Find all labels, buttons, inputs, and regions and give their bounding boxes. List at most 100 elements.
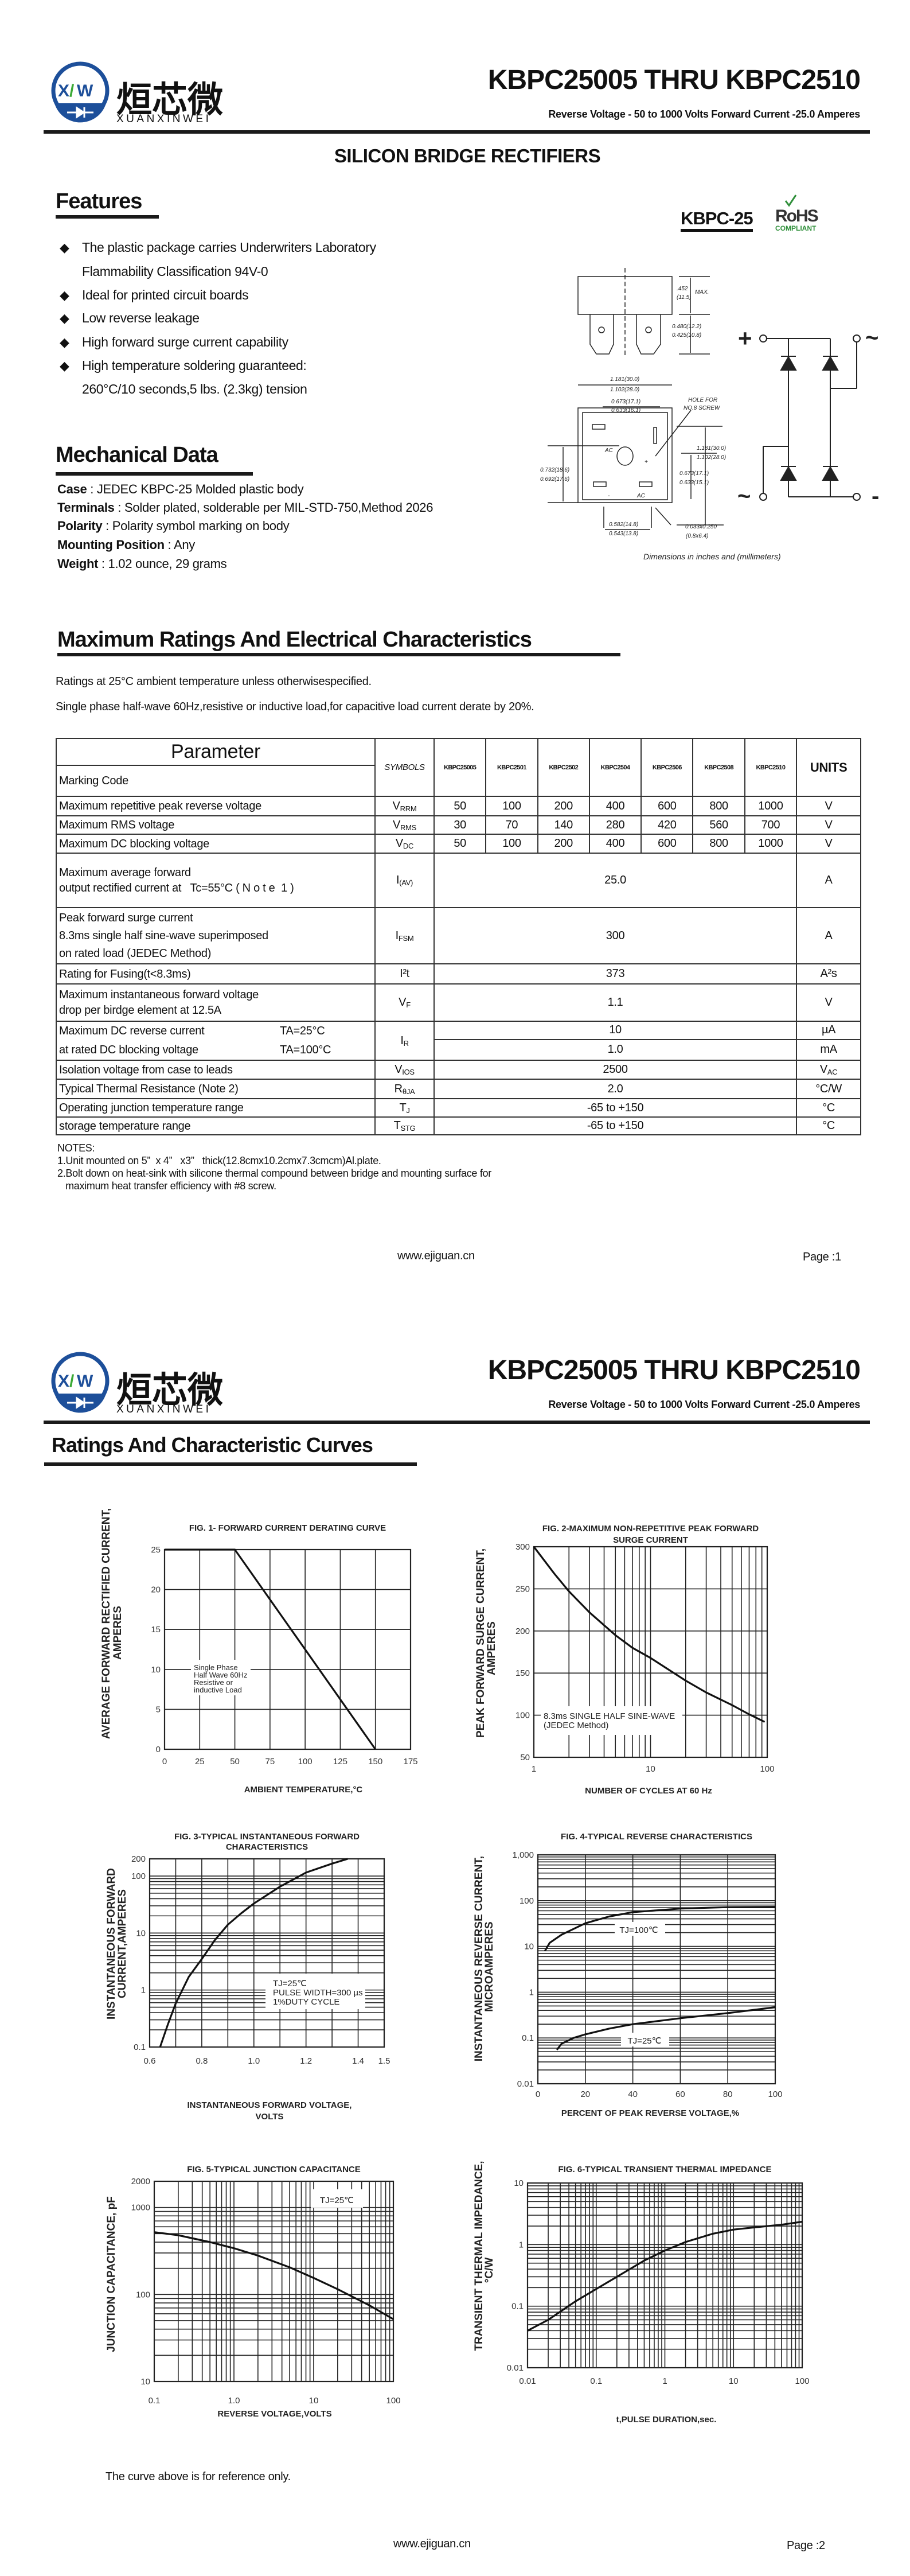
svg-text:COMPLIANT: COMPLIANT — [775, 224, 817, 232]
series-line-1 — [527, 2220, 803, 2332]
diamond-bullet-icon: ◆ — [60, 240, 69, 255]
x-axis-title: AMBIENT TEMPERATURE,°C — [244, 1785, 363, 1795]
page-number: Page :1 — [803, 1251, 841, 1263]
symbol-cell: TSTG — [374, 1116, 435, 1135]
symbol-subscript: STG — [400, 1124, 416, 1133]
value-cell: 800 — [692, 834, 745, 854]
dimension-label: NO.8 SCREW — [684, 405, 721, 411]
symbol-main: V — [395, 1063, 403, 1076]
y-axis-title: °C/W — [483, 2258, 495, 2283]
chart-fig-5: TJ=25℃ 0.1 1.0 10 100 10 100 1000 2000 FIG. 5-TYP… — [106, 2165, 401, 2419]
svg-text:RoHS: RoHS — [775, 207, 818, 225]
unit-cell: °C — [796, 1116, 862, 1135]
chart-annotation: Half Wave 60Hz — [194, 1671, 247, 1679]
value-cell: 400 — [588, 834, 642, 854]
table-row: storage temperature range TSTG -65 to +150… — [56, 1116, 862, 1135]
footer-url[interactable]: www.ejiguan.cn — [393, 2538, 471, 2550]
unit-cell: A²s — [796, 963, 862, 985]
annotation-background — [311, 2189, 363, 2208]
chart-title: CHARACTERISTICS — [226, 1842, 308, 1852]
chart-annotation: TJ=25℃ — [320, 2196, 354, 2205]
x-tick-label: 0.01 — [519, 2376, 536, 2386]
y-tick-label: 200 — [515, 1626, 530, 1636]
y-tick-label: 2000 — [131, 2177, 150, 2186]
unit-cell: µA — [796, 1021, 862, 1040]
value-cell: 100 — [485, 796, 538, 816]
value-cell: 1000 — [744, 834, 798, 854]
symbol-main: °C — [822, 1119, 835, 1132]
symbol-subscript: J — [406, 1106, 410, 1115]
mechanical-label: Mounting Position — [57, 538, 165, 552]
package-label: KBPC-25 — [681, 208, 753, 232]
symbol-cell: RθJA — [374, 1079, 435, 1099]
symbol-subscript: RMS — [400, 823, 417, 832]
parameter-text: Maximum DC blocking voltage — [59, 837, 209, 850]
ratings-table: Parameter SYMBOLS KBPC25005 KBPC2501 KBPC250… — [56, 738, 862, 1135]
x-tick-label: 0 — [536, 2089, 540, 2099]
x-tick-label: 125 — [333, 1757, 347, 1766]
table-row: Rating for Fusing(t<8.3ms) I²t 373 A²s — [56, 963, 862, 985]
chart-fig-6: 0.01 0.1 1 10 100 0.01 0.1 1 10 FIG. 6-TYPICAL TR… — [473, 2161, 810, 2425]
dimension-label: MAX. — [695, 289, 709, 295]
value-cell: 1.0 — [433, 1038, 798, 1061]
unit-cell: V — [796, 834, 862, 854]
y-tick-label: 100 — [520, 1896, 534, 1906]
annotation-background — [191, 1660, 251, 1695]
mechanical-heading: Mechanical Data — [56, 443, 218, 467]
x-tick-label: 50 — [230, 1757, 240, 1766]
chart-annotation: inductive Load — [194, 1686, 242, 1694]
parameter-cell: Maximum repetitive peak reverse voltage — [56, 796, 376, 816]
dimension-label: 0.732(18.6) — [540, 467, 569, 473]
parameter-text: Isolation voltage from case to leads — [59, 1063, 233, 1076]
footer-url[interactable]: www.ejiguan.cn — [397, 1250, 475, 1262]
chart-annotation: 8.3ms SINGLE HALF SINE-WAVE — [544, 1711, 675, 1721]
x-tick-label: 0 — [162, 1757, 167, 1766]
feature-text: High forward surge current capability — [82, 334, 288, 349]
y-tick-label: 0.1 — [134, 2042, 146, 2052]
dimension-label: 0.543(13.8) — [609, 531, 638, 537]
symbol-main: A — [825, 874, 833, 886]
y-tick-label: 0.1 — [522, 2033, 534, 2043]
symbol-subscript: (AV) — [399, 878, 413, 887]
x-tick-label: 80 — [723, 2089, 733, 2099]
table-row: 1.0 mA — [56, 1038, 862, 1061]
x-tick-label: 0.8 — [196, 2056, 208, 2066]
model-header: KBPC2502 — [537, 738, 590, 797]
y-tick-label: 100 — [136, 2290, 150, 2299]
value-cell: 700 — [744, 815, 798, 835]
chart-title: FIG. 1- FORWARD CURRENT DERATING CURVE — [189, 1523, 386, 1533]
page-number: Page :2 — [787, 2539, 825, 2552]
symbol-cell: TJ — [374, 1098, 435, 1118]
y-tick-label: 100 — [131, 1871, 146, 1881]
dimension-label: 0.692(17.6) — [540, 476, 569, 482]
plot-frame — [149, 1858, 385, 2048]
rohs-badge: RoHS COMPLIANT — [775, 194, 819, 232]
table-header-row: Parameter SYMBOLS KBPC25005 KBPC2501 KBPC250… — [56, 738, 862, 797]
x-tick-label: 100 — [386, 2396, 400, 2406]
x-tick-label: 40 — [628, 2089, 638, 2099]
value-cell: 373 — [433, 963, 798, 985]
plot-frame — [153, 2180, 395, 2383]
marking-code-label: Marking Code — [56, 765, 376, 797]
x-tick-label: 1.0 — [248, 2056, 260, 2066]
annotation-background — [621, 2033, 669, 2046]
mechanical-item: Terminals : Solder plated, solderable pe… — [57, 500, 433, 515]
series-line-1 — [165, 1548, 377, 1750]
symbol-main: T — [393, 1119, 401, 1132]
table-row: Maximum DC reverse current TA=25°C at rate… — [56, 1021, 862, 1061]
x-tick-label: 0.1 — [149, 2396, 161, 2406]
x-tick-label: 75 — [265, 1757, 275, 1766]
x-tick-label: 1.2 — [300, 2056, 312, 2066]
symbol-subscript: AC — [827, 1068, 838, 1076]
doc-title: KBPC25005 THRU KBPC2510 — [487, 1355, 861, 1386]
y-axis-title: INSTANTANEOUS REVERSE CURRENT, — [473, 1856, 485, 2061]
chart-grid — [154, 2181, 393, 2382]
symbol-subscript: RRM — [400, 804, 417, 813]
unit-cell: VAC — [796, 1060, 862, 1080]
x-axis-title: PERCENT OF PEAK REVERSE VOLTAGE,% — [561, 2108, 739, 2118]
mechanical-value: : Solder plated, solderable per MIL-STD-… — [114, 500, 433, 515]
unit-cell: V — [796, 796, 862, 816]
unit-cell: mA — [796, 1038, 862, 1061]
table-row: Maximum average forward output rectified … — [56, 853, 862, 908]
